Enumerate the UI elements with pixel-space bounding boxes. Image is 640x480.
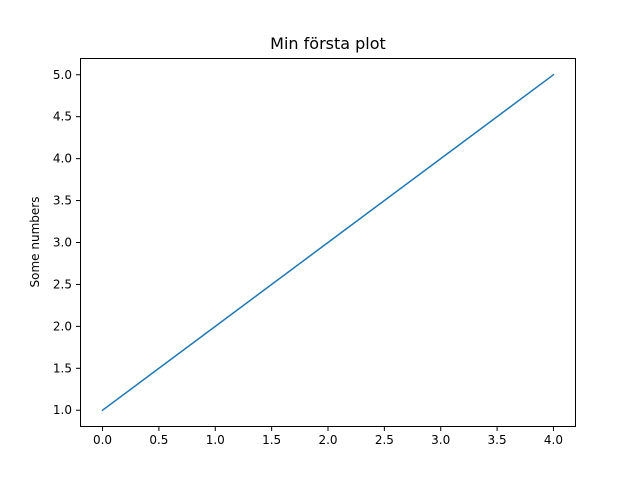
x-tick-label: 1.0 <box>206 433 225 447</box>
y-tick-label: 4.0 <box>53 152 72 166</box>
x-tick-label: 1.5 <box>262 433 281 447</box>
y-tick-label: 4.5 <box>53 110 72 124</box>
y-tick-label: 1.5 <box>53 361 72 375</box>
x-tick-label: 3.5 <box>488 433 507 447</box>
x-tick-label: 0.0 <box>93 433 112 447</box>
y-tick-label: 3.0 <box>53 236 72 250</box>
x-tick-label: 4.0 <box>544 433 563 447</box>
y-axis: 1.0 1.5 2.0 2.5 3.0 3.5 4.0 4.5 5.0 <box>53 68 80 417</box>
x-tick-label: 0.5 <box>149 433 168 447</box>
x-tick-label: 2.0 <box>318 433 337 447</box>
chart-title: Min första plot <box>270 34 386 53</box>
y-tick-label: 5.0 <box>53 68 72 82</box>
y-axis-label: Some numbers <box>28 197 42 288</box>
series-line <box>101 73 555 412</box>
x-tick-label: 3.0 <box>431 433 450 447</box>
x-tick-label: 2.5 <box>375 433 394 447</box>
y-tick-label: 3.5 <box>53 194 72 208</box>
y-tick-label: 2.5 <box>53 277 72 291</box>
y-tick-label: 2.0 <box>53 319 72 333</box>
series-layer <box>101 73 555 412</box>
plot-frame <box>80 58 576 427</box>
y-tick-label: 1.0 <box>53 403 72 417</box>
x-axis: 0.0 0.5 1.0 1.5 2.0 2.5 3.0 3.5 4.0 <box>93 427 563 447</box>
